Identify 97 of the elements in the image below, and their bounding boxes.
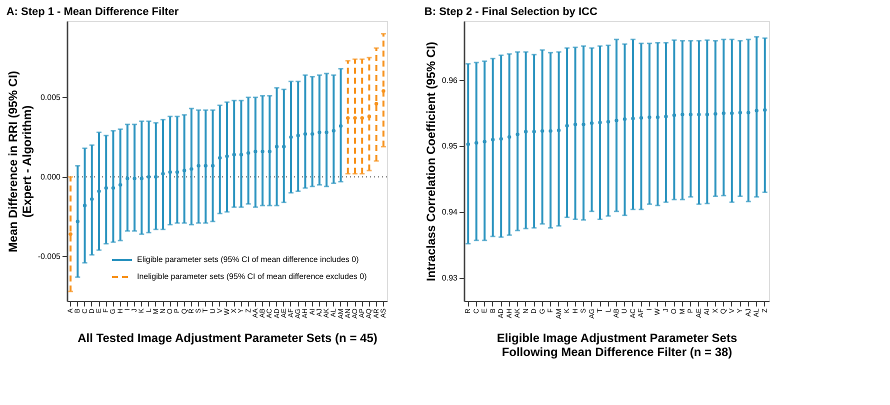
point [556, 128, 561, 132]
point [516, 132, 520, 136]
y-tick-label: 0.93 [442, 273, 458, 282]
point [664, 114, 668, 118]
point [524, 130, 528, 134]
point [548, 129, 552, 133]
point [289, 135, 293, 140]
point [353, 116, 357, 120]
point [622, 117, 627, 122]
point [324, 130, 328, 134]
legend-label: Eligible parameter sets (95% CI of mean difference includes 0) [137, 255, 360, 264]
point [104, 186, 108, 190]
point [210, 164, 215, 168]
y-tick-label: 0.005 [40, 92, 62, 102]
point [154, 175, 158, 179]
point [225, 154, 229, 158]
point [499, 137, 503, 141]
point [648, 115, 652, 120]
point [303, 132, 308, 136]
point [631, 116, 635, 120]
point [565, 124, 569, 128]
point [268, 150, 272, 154]
point [254, 150, 258, 154]
point [598, 120, 602, 124]
point [282, 144, 286, 149]
point [382, 89, 386, 93]
point [346, 116, 350, 120]
point [82, 204, 87, 208]
point [482, 140, 486, 144]
point [614, 118, 618, 122]
point [68, 232, 72, 236]
point [318, 130, 322, 134]
point [140, 176, 144, 180]
x-axis-title: All Tested Image Adjustment Parameter Sets (n = 45) [78, 331, 378, 345]
point [175, 170, 180, 174]
point [246, 151, 250, 155]
y-tick-label: -0.005 [38, 252, 62, 261]
point [672, 113, 676, 118]
point [466, 142, 470, 146]
point [90, 197, 94, 202]
point [507, 135, 512, 139]
point [639, 116, 644, 120]
point [146, 175, 151, 179]
point [474, 141, 478, 145]
point [490, 138, 495, 142]
point [296, 134, 300, 138]
point [754, 108, 759, 112]
point [218, 156, 222, 160]
point [204, 164, 208, 168]
point [118, 182, 122, 187]
point [360, 116, 364, 120]
y-axis-title: Mean Difference in RRI (95% CI) (Expert - Algorithm) [6, 70, 34, 252]
y-tick-label: 0.95 [442, 142, 458, 151]
point [76, 220, 80, 224]
point [705, 112, 710, 116]
point [310, 132, 314, 136]
point [239, 152, 244, 157]
point [656, 115, 660, 120]
point [722, 111, 726, 116]
point [111, 186, 116, 190]
y-tick-label: 0.000 [40, 172, 62, 182]
point [746, 110, 750, 114]
point [332, 128, 336, 133]
point [367, 114, 372, 118]
point [338, 124, 343, 128]
point [606, 120, 610, 124]
point [190, 167, 194, 171]
point [738, 110, 742, 114]
point [680, 112, 684, 116]
point [532, 130, 536, 134]
point [196, 164, 200, 168]
legend-label: Ineligible parameter sets (95% CI of mean difference excludes 0) [137, 272, 368, 281]
point [573, 122, 578, 126]
point [274, 144, 279, 149]
point [540, 129, 544, 133]
point [697, 112, 701, 116]
y-tick-label: 0.96 [442, 76, 458, 85]
y-axis-title: Intraclass Correlation Coefficient (95% CI) [424, 42, 438, 282]
x-axis-title: Eligible Image Adjustment Parameter Sets Following Mean Difference Filter (n = 38) [496, 331, 738, 359]
point [374, 102, 378, 106]
point [582, 122, 586, 126]
point [168, 170, 172, 174]
point [260, 150, 264, 154]
chart-title: B: Step 2 - Final Selection by ICC [424, 6, 598, 18]
point [161, 172, 165, 176]
point [688, 112, 693, 116]
point [590, 121, 594, 125]
point [182, 168, 186, 172]
point [126, 176, 130, 180]
point [730, 111, 734, 116]
point [132, 176, 136, 180]
point [714, 112, 718, 116]
point [763, 108, 767, 112]
point [97, 189, 101, 194]
y-tick-label: 0.94 [442, 208, 458, 217]
chart-title: A: Step 1 - Mean Difference Filter [6, 6, 180, 18]
point [232, 152, 236, 157]
